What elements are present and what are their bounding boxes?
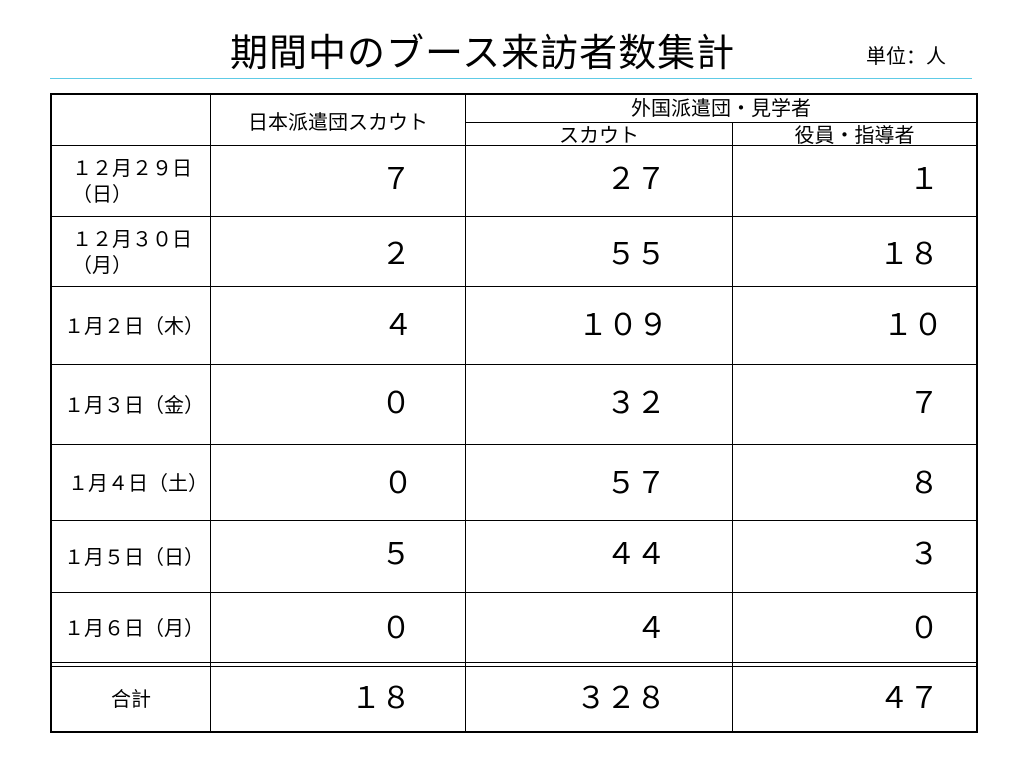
row-date: １２月２９日 （日） xyxy=(72,156,192,206)
cell-japan-scouts: ０ xyxy=(381,386,411,421)
cell-foreign-leaders: １ xyxy=(909,162,939,197)
cell-japan-scouts: ０ xyxy=(381,611,411,646)
row-line xyxy=(52,364,976,365)
cell-foreign-leaders: ３ xyxy=(909,537,939,572)
header-bottom-line xyxy=(52,145,976,146)
cell-japan-scouts: ７ xyxy=(381,162,411,197)
cell-foreign-scouts: ５５ xyxy=(606,237,666,272)
cell-foreign-leaders: ８ xyxy=(909,466,939,501)
group-header-divider xyxy=(465,122,976,123)
cell-foreign-leaders: ７ xyxy=(909,386,939,421)
col-divider-2 xyxy=(465,95,466,731)
cell-foreign-scouts: ３２ xyxy=(606,386,666,421)
row-date: １月５日（日） xyxy=(64,544,204,569)
row-date: １２月３０日 （月） xyxy=(72,226,192,277)
row-date: １月３日（金） xyxy=(64,392,204,417)
cell-foreign-scouts: ５７ xyxy=(606,466,666,501)
unit-label: 単位：人 xyxy=(866,44,946,68)
row-line xyxy=(52,444,976,445)
cell-japan-scouts: ０ xyxy=(383,466,413,501)
header-japan-scouts: 日本派遣団スカウト xyxy=(248,109,428,134)
total-label: 合計 xyxy=(111,687,151,711)
cell-japan-scouts: ５ xyxy=(381,537,411,572)
cell-foreign-leaders: １０ xyxy=(883,308,943,343)
row-date: １月４日（土） xyxy=(68,470,208,495)
row-line xyxy=(52,520,976,521)
row-line xyxy=(52,216,976,217)
cell-japan-scouts: ４ xyxy=(383,308,413,343)
cell-foreign-scouts: ４４ xyxy=(606,537,666,572)
cell-foreign-leaders: ０ xyxy=(909,611,939,646)
header-foreign-group: 外国派遣団・見学者 xyxy=(631,95,811,120)
row-line xyxy=(52,286,976,287)
title-underline xyxy=(50,78,972,79)
cell-japan-scouts: ２ xyxy=(381,237,411,272)
cell-foreign-scouts: ２７ xyxy=(606,162,666,197)
col-divider-3 xyxy=(732,122,733,731)
total-foreign-scouts: ３２８ xyxy=(576,681,666,716)
cell-foreign-scouts: １０９ xyxy=(578,308,668,343)
row-line xyxy=(52,592,976,593)
total-double-line-bottom xyxy=(52,666,976,667)
page-title: 期間中のブース来訪者数集計 xyxy=(230,31,736,75)
row-date: １月６日（月） xyxy=(64,615,204,640)
row-date: １月２日（木） xyxy=(64,313,204,338)
cell-foreign-scouts: ４ xyxy=(636,611,666,646)
total-double-line-top xyxy=(52,662,976,663)
col-divider-1 xyxy=(210,95,211,731)
total-foreign-leaders: ４７ xyxy=(879,681,939,716)
header-foreign-leaders: 役員・指導者 xyxy=(794,122,915,147)
header-foreign-scouts: スカウト xyxy=(559,122,639,147)
cell-foreign-leaders: １８ xyxy=(879,237,939,272)
total-japan-scouts: １８ xyxy=(351,681,411,716)
visitor-count-table: 日本派遣団スカウト 外国派遣団・見学者 スカウト 役員・指導者 １２月２９日 （… xyxy=(50,93,978,733)
